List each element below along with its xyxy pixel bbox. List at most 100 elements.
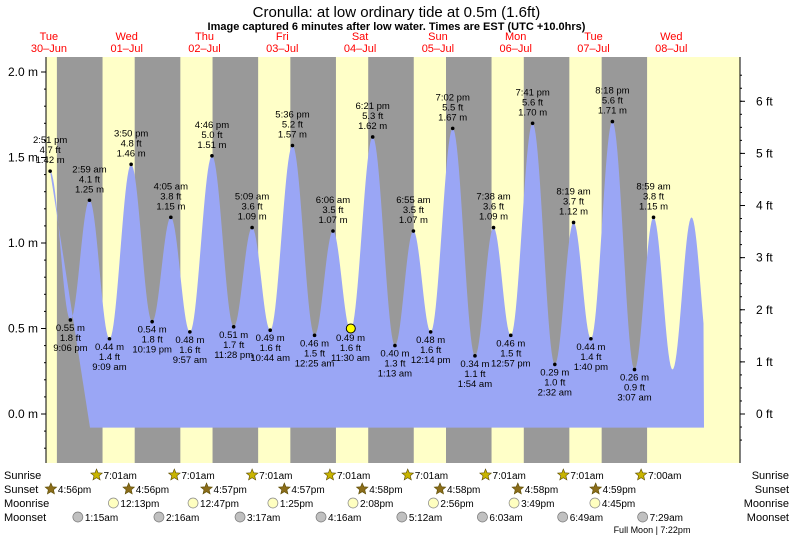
tide-point — [290, 143, 295, 148]
date-label: 03–Jul — [266, 43, 298, 55]
day-of-week-label: Wed — [115, 31, 137, 43]
tide-label: 1.09 m — [238, 212, 267, 223]
tide-point — [571, 220, 576, 225]
tide-point — [107, 336, 112, 341]
moonset-icon — [153, 511, 165, 523]
tide-point — [530, 121, 535, 126]
almanac-time: 4:56pm — [58, 485, 91, 496]
tide-label: 1.0 ft — [544, 377, 565, 388]
tide-point — [491, 225, 496, 230]
tide-label: 4.8 ft — [121, 138, 142, 149]
tide-label: 0.49 m — [256, 333, 285, 344]
almanac-time: 4:58pm — [369, 485, 402, 496]
almanac-time: 1:25pm — [280, 499, 313, 510]
tide-label: 1.6 ft — [420, 345, 441, 356]
almanac-time: 4:56pm — [136, 485, 169, 496]
tide-label: 1.15 m — [639, 201, 668, 212]
date-label: 07–Jul — [577, 43, 609, 55]
moonset-icon — [234, 511, 246, 523]
left-tick-label: 0.0 m — [8, 407, 38, 421]
tide-label: 8:18 pm — [595, 86, 629, 97]
tide-label: 0.49 m — [336, 333, 365, 344]
tide-point — [508, 333, 513, 338]
tide-label: 1.6 ft — [340, 343, 361, 354]
chart-subtitle: Image captured 6 minutes after low water… — [208, 21, 586, 33]
almanac-time: 7:01am — [415, 471, 448, 482]
tide-label: 1.4 ft — [580, 352, 601, 363]
tide-point — [428, 330, 433, 334]
tide-label: 1.5 ft — [500, 348, 521, 359]
almanac-time: 7:29am — [650, 513, 683, 524]
moonset-icon — [396, 511, 408, 523]
right-tick-label: 1 ft — [756, 355, 773, 369]
tide-label: 1.51 m — [197, 140, 226, 151]
tide-label: 1:13 am — [378, 369, 412, 380]
tide-point — [250, 225, 254, 230]
tide-label: 3.5 ft — [322, 205, 343, 216]
axes: 2.0 m 1.5 m 1.0 m 0.5 m 0.0 m 6 ft 5 ft 4 ft 3 f… — [8, 57, 773, 463]
almanac-row-label-left: Sunrise — [4, 470, 41, 482]
almanac-time: 4:16am — [328, 513, 361, 524]
tide-label: 4:46 pm — [195, 120, 229, 131]
tide-label: 0.46 m — [496, 338, 525, 349]
tide-point — [589, 336, 593, 341]
almanac-time: 4:57pm — [214, 485, 247, 496]
tide-label: 9:57 am — [173, 355, 207, 366]
left-tick-label: 1.0 m — [8, 236, 38, 250]
tide-label: 2:59 am — [72, 164, 106, 175]
tide-label: 5.0 ft — [201, 130, 222, 141]
tide-label: 12:25 am — [295, 358, 335, 369]
tide-label: 5.2 ft — [282, 120, 303, 131]
date-label: 02–Jul — [188, 43, 220, 55]
tide-label: 1.09 m — [479, 212, 508, 223]
sunset-icon — [433, 482, 447, 495]
tide-point — [370, 135, 375, 139]
sunrise-icon — [634, 468, 648, 481]
tide-point — [210, 153, 214, 158]
left-tick-label: 0.5 m — [8, 322, 38, 336]
tide-label: 0.48 m — [175, 335, 204, 346]
tide-label: 1:54 am — [458, 379, 492, 390]
tide-point — [231, 324, 236, 329]
tide-label: 1.8 ft — [60, 333, 81, 344]
tide-label: 0.44 m — [95, 342, 124, 353]
moonrise-icon — [108, 497, 119, 509]
tide-label: 0.44 m — [576, 342, 605, 353]
tide-point — [473, 354, 477, 358]
tide-label: 0.48 m — [416, 335, 445, 346]
almanac-time: 2:56pm — [440, 499, 473, 510]
tide-label: 1.42 m — [36, 155, 65, 166]
almanac-time: 7:01am — [337, 471, 370, 482]
almanac-time: 2:08pm — [360, 499, 393, 510]
tide-label: 1.70 m — [518, 107, 547, 118]
day-of-week-label: Tue — [40, 31, 59, 43]
moonset-icon — [72, 511, 84, 523]
tide-point — [393, 343, 397, 348]
almanac-time: 7:00am — [648, 471, 681, 482]
tide-label: 1.71 m — [598, 106, 627, 117]
tide-label: 11:28 pm — [214, 350, 253, 361]
day-of-week-label: Tue — [584, 31, 603, 43]
day-of-week-label: Fri — [276, 31, 289, 43]
tide-point — [312, 333, 317, 338]
tide-label: 1.6 ft — [179, 345, 200, 356]
day-of-week-label: Sat — [352, 31, 369, 43]
tide-label: 6:55 am — [396, 195, 430, 206]
tide-label: 2:32 am — [538, 387, 572, 398]
tide-label: 0.55 m — [56, 323, 85, 334]
tide-label: 1.3 ft — [384, 359, 405, 370]
almanac-time: 12:47pm — [200, 499, 239, 510]
right-tick-label: 3 ft — [756, 251, 773, 265]
tide-label: 12:57 pm — [491, 358, 531, 369]
almanac-row-label-right: Sunset — [755, 484, 789, 496]
tide-point — [169, 215, 173, 220]
tide-point — [411, 229, 416, 233]
tide-label: 5:09 am — [235, 192, 269, 203]
moonrise-icon — [589, 497, 601, 509]
tide-curve — [50, 121, 705, 428]
date-label: 30–Jun — [31, 43, 67, 55]
almanac-time: 12:13pm — [120, 499, 159, 510]
tide-labels: 2:51 pm4.7 ft1.42 m0.55 m1.8 ft9:06 pm2:… — [33, 86, 671, 404]
